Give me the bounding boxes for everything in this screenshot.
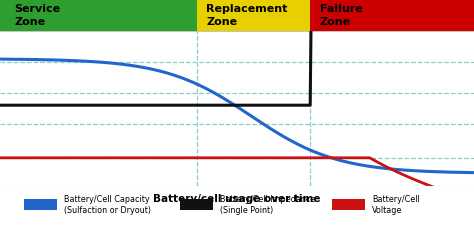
Text: Failure
Zone: Failure Zone xyxy=(320,4,363,27)
Text: Battery/cell usage over time: Battery/cell usage over time xyxy=(153,194,321,204)
Text: Replacement
Zone: Replacement Zone xyxy=(206,4,288,27)
Text: Battery/Cell
Voltage: Battery/Cell Voltage xyxy=(372,195,420,215)
Text: Service
Zone: Service Zone xyxy=(14,4,60,27)
Text: Battery/Cell Impedance
(Single Point): Battery/Cell Impedance (Single Point) xyxy=(220,195,316,215)
Text: Battery/Cell Capacity
(Sulfaction or Dryout): Battery/Cell Capacity (Sulfaction or Dry… xyxy=(64,195,151,215)
